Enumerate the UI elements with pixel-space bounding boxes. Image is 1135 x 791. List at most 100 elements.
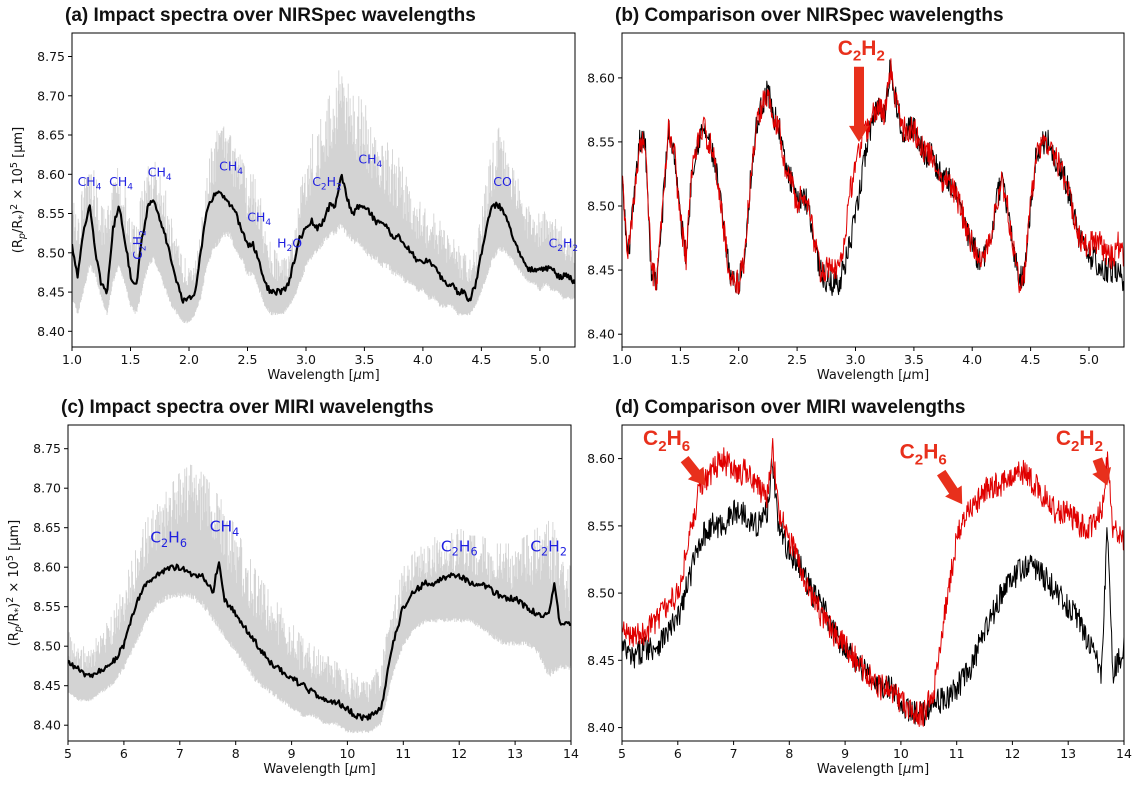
y-tick-label: 8.60	[37, 167, 65, 182]
x-tick-label: 5.0	[530, 352, 550, 367]
y-tick-label: 8.70	[37, 88, 65, 103]
y-tick-label: 8.65	[33, 520, 61, 535]
y-tick-label: 8.75	[33, 441, 61, 456]
y-tick-label: 8.55	[37, 206, 65, 221]
plot-area	[622, 438, 1124, 727]
x-axis-label: Wavelength [μm]	[267, 368, 379, 383]
y-tick-label: 8.50	[33, 639, 61, 654]
x-tick-label: 12	[451, 746, 467, 761]
x-tick-label: 4.5	[471, 352, 491, 367]
axes-frame	[621, 424, 1125, 742]
x-tick-label: 5.0	[1079, 352, 1099, 367]
panel-title: (d) Comparison over MIRI wavelengths	[615, 397, 966, 418]
molecule-label: CH4​	[78, 174, 102, 193]
x-tick-label: 2.0	[179, 352, 199, 367]
x-tick-label: 1.5	[121, 352, 141, 367]
panel-title: (b) Comparison over NIRSpec wavelengths	[615, 5, 1004, 26]
y-tick-label: 8.40	[587, 720, 615, 735]
x-tick-label: 4.0	[962, 352, 982, 367]
axes-frame	[67, 424, 572, 742]
x-axis-label: Wavelength [μm]	[817, 368, 929, 383]
x-tick-label: 7	[176, 746, 184, 761]
y-tick-label: 8.40	[33, 718, 61, 733]
y-tick-label: 8.50	[587, 586, 615, 601]
x-tick-label: 3.5	[354, 352, 374, 367]
y-tick-label: 8.45	[587, 653, 615, 668]
panel-title: (c) Impact spectra over MIRI wavelengths	[61, 397, 434, 418]
x-tick-label: 11	[395, 746, 411, 761]
y-tick-label: 8.70	[33, 481, 61, 496]
x-tick-label: 5	[64, 746, 72, 761]
spectrum-red	[622, 438, 1124, 727]
arrow-icon	[937, 469, 963, 505]
x-tick-label: 14	[563, 746, 579, 761]
y-tick-label: 8.55	[587, 518, 615, 533]
x-axis-label: Wavelength [μm]	[817, 762, 929, 777]
x-tick-label: 3.0	[296, 352, 316, 367]
x-tick-label: 10	[893, 746, 909, 761]
x-tick-label: 1.5	[670, 352, 690, 367]
molecule-label: C2​H2​	[312, 174, 342, 193]
y-tick-label: 8.40	[37, 324, 65, 339]
panel-a: (a) Impact spectra over NIRSpec waveleng…	[9, 5, 578, 383]
x-tick-label: 9	[288, 746, 296, 761]
spectrum-red	[622, 58, 1124, 294]
y-tick-label: 8.65	[37, 128, 65, 143]
molecule-label: CH4​	[358, 151, 382, 170]
y-tick-label: 8.60	[587, 451, 615, 466]
y-tick-label: 8.40	[587, 327, 615, 342]
y-tick-label: 8.50	[37, 245, 65, 260]
y-axis-label: (Rp/R*)2 × 105 [μm]	[9, 127, 28, 253]
plot-area	[622, 58, 1124, 296]
molecule-label: CH4​	[219, 158, 243, 177]
axes-frame	[71, 32, 576, 348]
full-resolution-spectrum	[72, 70, 575, 324]
x-tick-label: 9	[841, 746, 849, 761]
plot-area	[68, 464, 571, 734]
y-axis-label: (Rp/R*)2 × 105 [μm]	[5, 520, 24, 646]
molecule-label: C2​H2​	[530, 537, 567, 558]
y-tick-label: 8.50	[587, 199, 615, 214]
molecule-label: C2​H2​	[548, 235, 578, 254]
binned-spectrum	[72, 173, 575, 304]
molecule-label: C2​H6​	[643, 427, 690, 455]
x-tick-label: 1.0	[612, 352, 632, 367]
x-tick-label: 11	[949, 746, 965, 761]
x-tick-label: 5	[618, 746, 626, 761]
y-tick-label: 8.60	[33, 560, 61, 575]
x-tick-label: 6	[120, 746, 128, 761]
x-tick-label: 13	[1060, 746, 1076, 761]
x-tick-label: 8	[785, 746, 793, 761]
x-tick-label: 3.0	[846, 352, 866, 367]
x-tick-label: 8	[232, 746, 240, 761]
x-tick-label: 3.5	[904, 352, 924, 367]
x-tick-label: 2.0	[729, 352, 749, 367]
x-tick-label: 6	[674, 746, 682, 761]
full-resolution-spectrum	[68, 464, 571, 734]
axes-frame	[621, 32, 1125, 348]
molecule-label: C2​H6​	[900, 441, 947, 469]
arrow-icon	[1092, 457, 1111, 486]
x-tick-label: 4.5	[1021, 352, 1041, 367]
molecule-label: C2​H6​	[150, 529, 187, 550]
molecule-label: C2​H2​	[130, 230, 149, 260]
molecule-label: C2​H2​	[1056, 427, 1103, 455]
x-tick-label: 7	[730, 746, 738, 761]
arrow-icon	[849, 66, 869, 142]
molecule-label: C2​H2​	[838, 37, 885, 65]
molecule-label: H2​O	[277, 235, 302, 254]
x-axis-label: Wavelength [μm]	[263, 762, 375, 777]
molecule-label: CH4​	[109, 174, 133, 193]
x-tick-label: 1.0	[62, 352, 82, 367]
y-tick-label: 8.60	[587, 70, 615, 85]
x-tick-label: 4.0	[413, 352, 433, 367]
molecule-label: CH4​	[148, 165, 172, 184]
y-tick-label: 8.45	[587, 263, 615, 278]
x-tick-label: 10	[339, 746, 355, 761]
x-tick-label: 14	[1116, 746, 1132, 761]
panel-title: (a) Impact spectra over NIRSpec waveleng…	[65, 5, 476, 26]
panel-c: (c) Impact spectra over MIRI wavelengths…	[5, 397, 579, 777]
panel-d: (d) Comparison over MIRI wavelengths 5 6 7 8…	[587, 397, 1132, 777]
y-tick-label: 8.45	[33, 678, 61, 693]
